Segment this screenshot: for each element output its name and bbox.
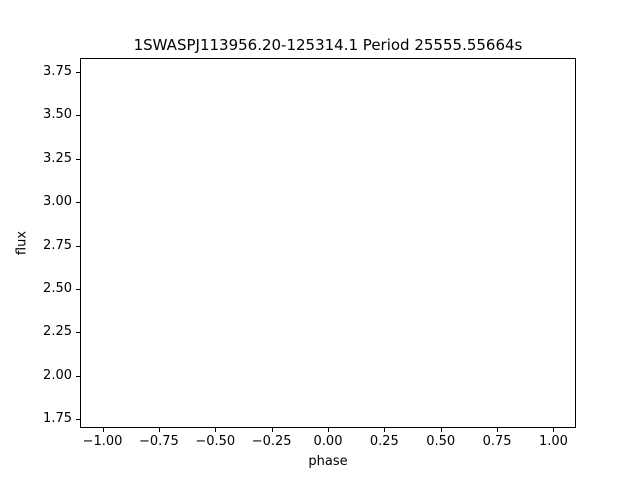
x-tick-mark: [158, 428, 160, 432]
x-tick-mark: [497, 428, 499, 432]
x-tick-label: −1.00: [82, 434, 123, 449]
y-tick-mark: [76, 245, 80, 247]
x-tick-label: −0.50: [195, 434, 236, 449]
x-tick-label: 1.00: [538, 434, 568, 449]
x-tick-label: 0.75: [482, 434, 512, 449]
y-tick-mark: [76, 158, 80, 160]
x-tick-label: 0.25: [369, 434, 399, 449]
chart-title: 1SWASPJ113956.20-125314.1 Period 25555.5…: [133, 36, 523, 54]
x-tick-mark: [102, 428, 104, 432]
y-tick-mark: [76, 202, 80, 204]
x-tick-mark: [271, 428, 273, 432]
x-tick-mark: [215, 428, 217, 432]
y-tick-label: 3.00: [43, 194, 72, 210]
x-axis-label: phase: [308, 454, 348, 469]
y-axis-label: flux: [14, 230, 30, 256]
y-tick-label: 3.75: [43, 63, 72, 79]
x-tick-mark: [384, 428, 386, 432]
y-tick-mark: [76, 71, 80, 73]
x-tick-mark: [440, 428, 442, 432]
y-tick-label: 2.75: [43, 237, 72, 253]
y-tick-mark: [76, 375, 80, 377]
x-tick-label: 0.00: [313, 434, 343, 449]
y-tick-label: 3.25: [43, 150, 72, 166]
y-tick-label: 1.75: [43, 411, 72, 427]
x-tick-mark: [328, 428, 329, 432]
y-tick-mark: [76, 419, 80, 421]
x-tick-label: −0.25: [251, 434, 292, 449]
y-tick-label: 3.50: [43, 107, 72, 123]
x-tick-label: −0.75: [138, 434, 179, 449]
y-tick-mark: [76, 115, 80, 117]
y-tick-mark: [76, 289, 80, 291]
x-tick-label: 0.50: [426, 434, 456, 449]
x-tick-mark: [553, 428, 555, 432]
y-tick-mark: [76, 332, 80, 334]
plot-area-border: [80, 58, 576, 428]
y-tick-label: 2.50: [43, 281, 72, 297]
y-tick-label: 2.00: [43, 367, 72, 383]
y-tick-label: 2.25: [43, 324, 72, 340]
